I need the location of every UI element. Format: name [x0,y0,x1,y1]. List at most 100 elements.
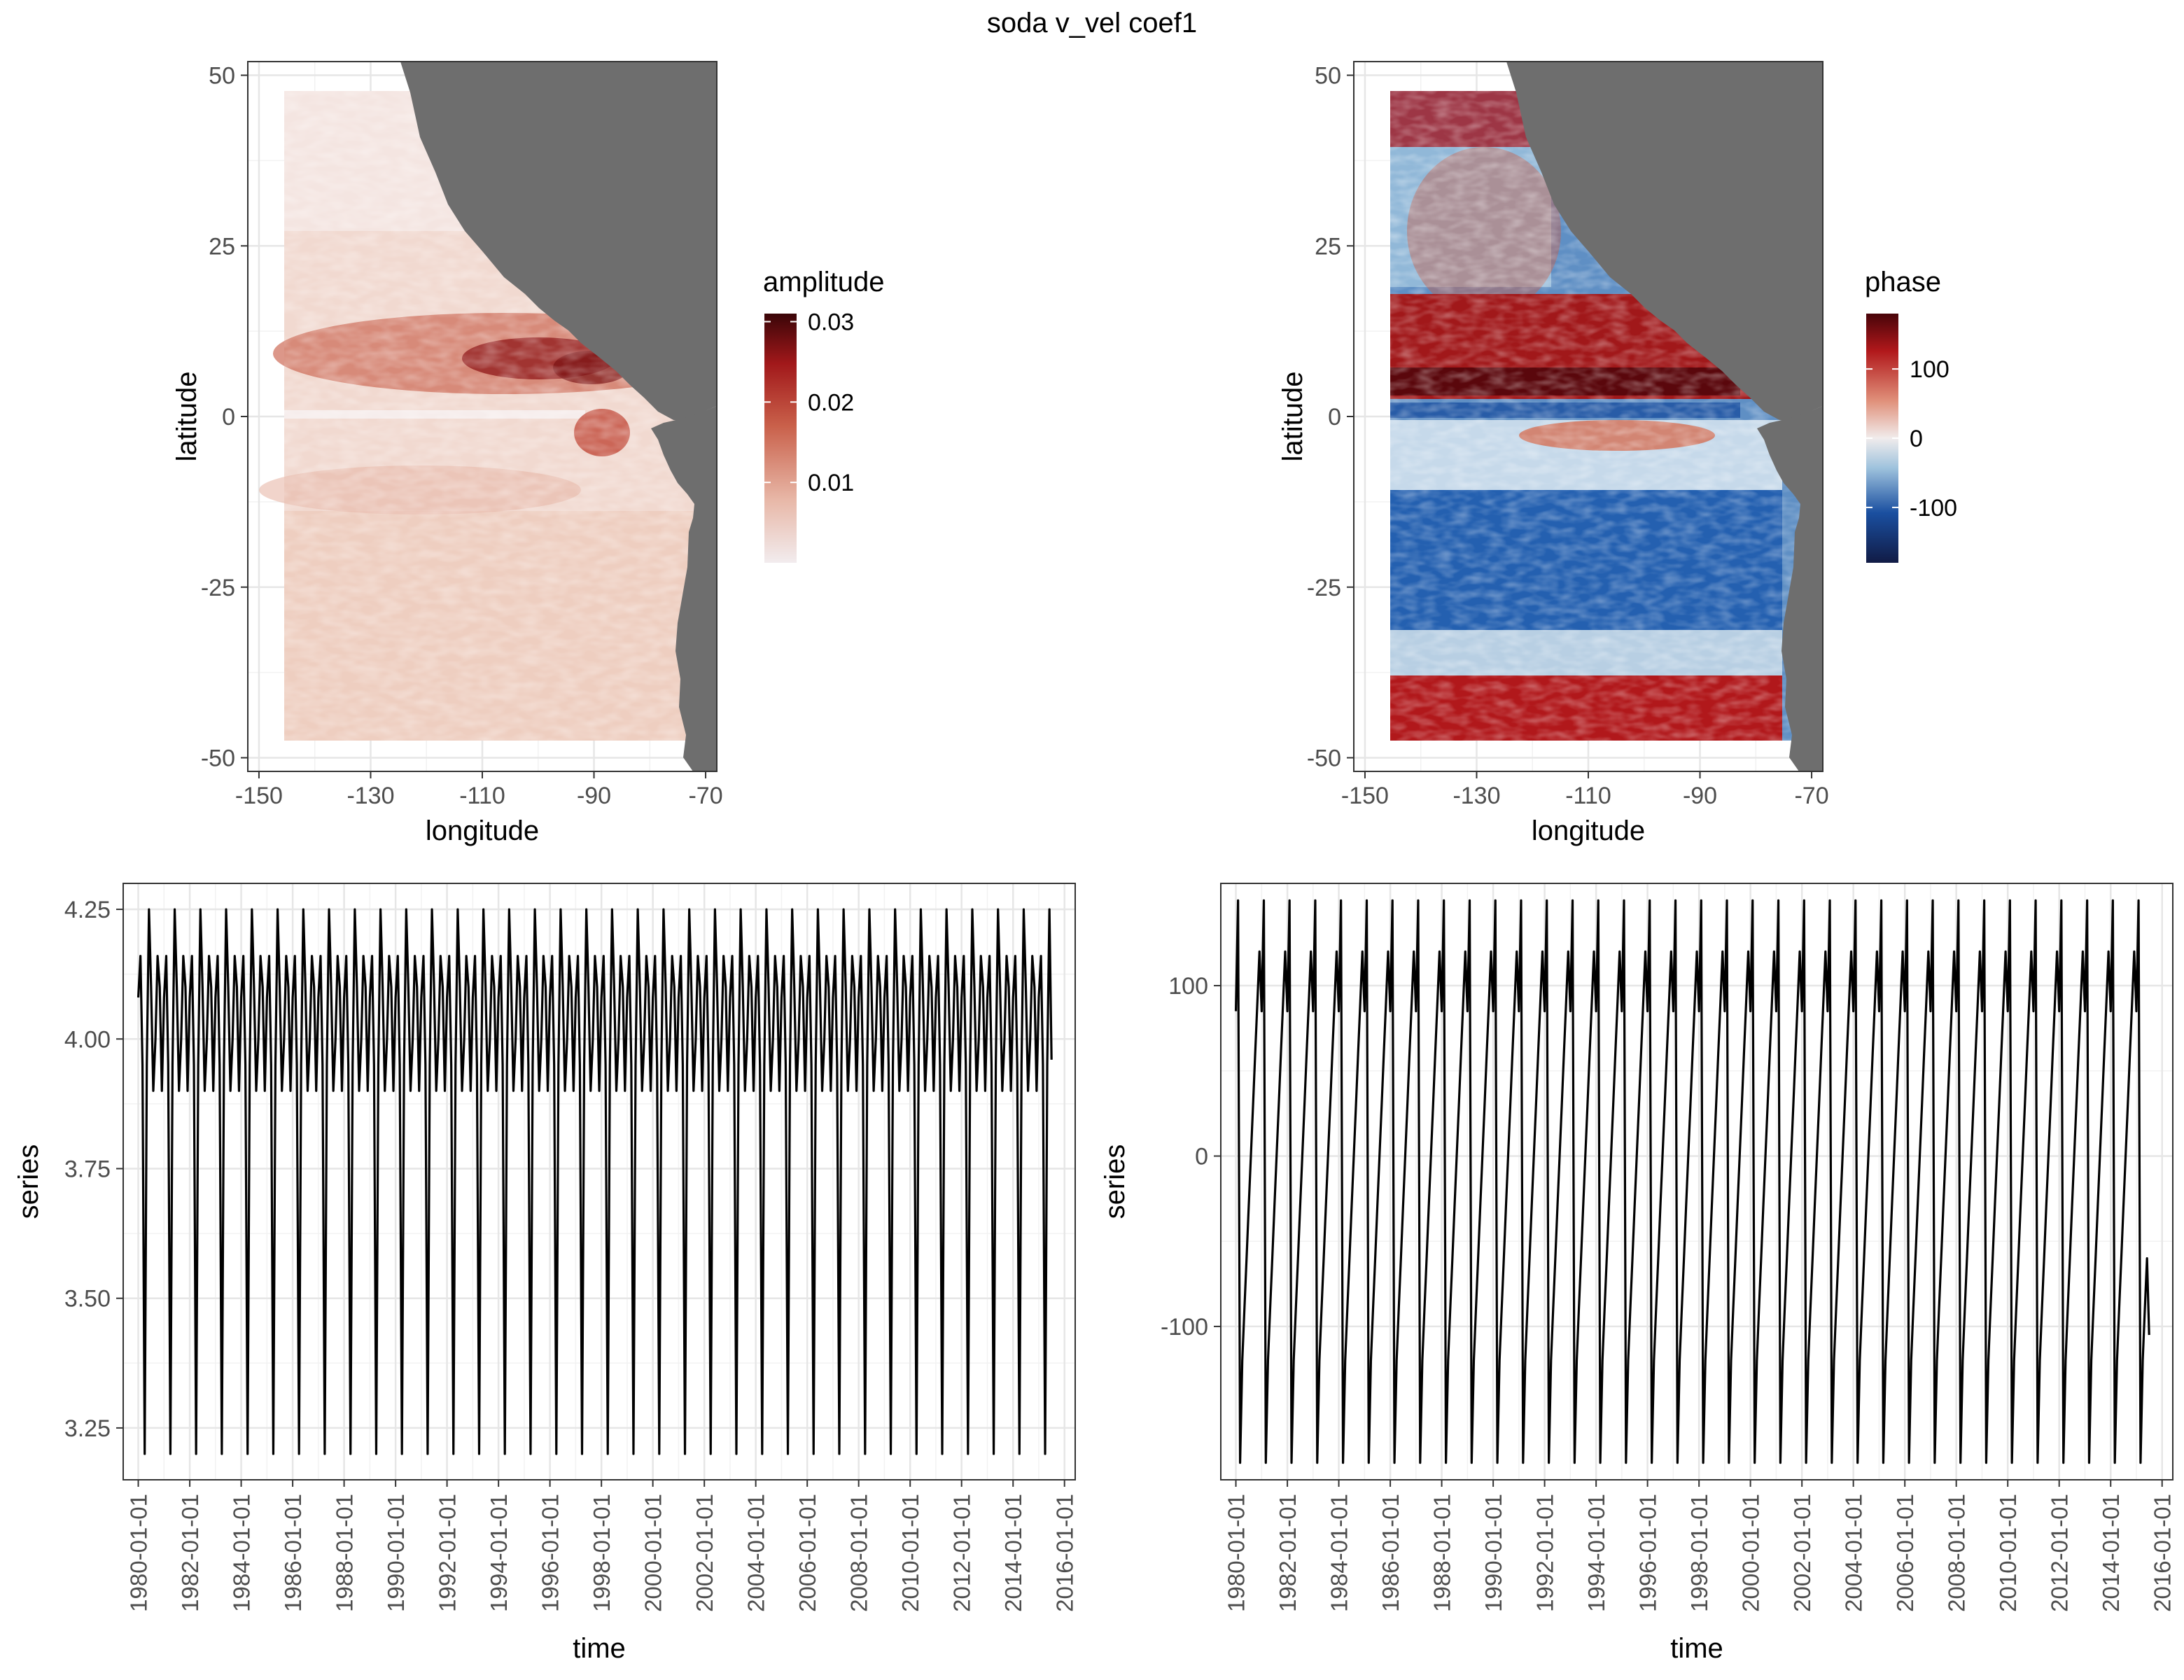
y-tick-label: 0 [222,404,235,430]
x-tick-label: 1982-01-01 [177,1494,203,1612]
x-tick-label: -150 [235,783,283,809]
series-panel-border [1220,883,2174,1480]
y-axis-title: series [13,1144,44,1219]
x-tick-label: 2000-01-01 [1738,1494,1764,1612]
x-tick-label: 2002-01-01 [1789,1494,1815,1612]
x-tick-label: 2014-01-01 [1000,1494,1026,1612]
x-tick-label: 2008-01-01 [1944,1494,1970,1612]
x-tick-label: 1990-01-01 [1480,1494,1506,1612]
x-axis-title: longitude [426,816,539,846]
amplitude-series-panel: 1980-01-01 1982-01-01 1984-01-01 1986-01-01… [13,883,1078,1664]
land-south-america [1757,406,1823,771]
legend-colorbar [764,314,797,563]
x-tick-label: 2008-01-01 [846,1494,872,1612]
y-tick-label: 4.25 [64,897,111,923]
x-tick-label: 1988-01-01 [332,1494,358,1612]
x-tick-label: 2010-01-01 [1995,1494,2021,1612]
y-tick-label: 3.25 [64,1415,111,1442]
y-tick-label: 50 [1315,63,1341,90]
x-tick-label: 1984-01-01 [1326,1494,1352,1612]
series-panel-background [123,883,1075,1480]
y-tick-label: 50 [209,63,235,90]
legend-tick-label: 100 [1910,356,1949,383]
series-panel-border [122,883,1076,1480]
x-tick-label: -70 [688,783,722,809]
x-tick-label: 2014-01-01 [2098,1494,2124,1612]
x-tick-label: 1998-01-01 [589,1494,615,1612]
figure-title: soda v_vel coef1 [987,8,1197,38]
y-tick-label: 0 [1195,1143,1208,1170]
x-tick-label: -110 [1565,783,1611,809]
x-axis-title: time [1670,1633,1723,1664]
series-line [1234,899,2150,1464]
series-axes: 1980-01-01 1982-01-01 1984-01-01 1986-01-01… [1161,973,2176,1612]
x-tick-label: -90 [1683,783,1717,809]
x-tick-label: 1996-01-01 [538,1494,564,1612]
land-north-america [400,62,717,421]
map-axes: -150 -130 -110 -90 -70 -50 -25 0 25 50 [201,63,723,810]
land-mask [400,62,717,771]
legend-tick-label: 0.03 [808,309,854,335]
y-tick-label: 3.75 [64,1156,111,1182]
x-tick-label: 1986-01-01 [280,1494,306,1612]
y-tick-label: -25 [1307,575,1341,601]
x-tick-label: 1992-01-01 [435,1494,461,1612]
x-tick-label: -130 [346,783,394,809]
y-tick-label: 25 [1315,233,1341,260]
land-south-america [651,406,717,771]
y-tick-label: -100 [1161,1314,1208,1340]
series-line [136,908,1053,1455]
legend-tick-label: -100 [1910,495,1957,522]
y-tick-label: 0 [1328,404,1341,430]
x-tick-label: 2006-01-01 [794,1494,820,1612]
x-tick-label: -110 [459,783,505,809]
x-tick-label: 1988-01-01 [1429,1494,1455,1612]
x-tick-label: 2010-01-01 [897,1494,923,1612]
x-tick-label: 2012-01-01 [2047,1494,2073,1612]
legend-title: amplitude [763,267,884,298]
legend-ticks: 0.01 0.02 0.03 [764,309,854,496]
x-tick-label: 2004-01-01 [743,1494,769,1612]
x-tick-label: 2016-01-01 [2150,1494,2176,1612]
x-tick-label: 2006-01-01 [1892,1494,1918,1612]
y-tick-label: 100 [1168,973,1208,1000]
x-tick-label: 1980-01-01 [1224,1494,1250,1612]
x-axis-title: time [573,1633,626,1664]
y-tick-label: -50 [1307,746,1341,772]
amplitude-legend: amplitude 0.01 0.02 0.03 [763,267,884,563]
x-axis-title: longitude [1532,816,1645,846]
legend-tick-label: 0 [1910,426,1923,452]
y-tick-label: 3.50 [64,1286,111,1312]
y-axis-title: latitude [172,372,202,462]
x-tick-label: 1992-01-01 [1532,1494,1558,1612]
x-tick-label: 1996-01-01 [1635,1494,1661,1612]
x-tick-label: 1984-01-01 [229,1494,255,1612]
x-tick-label: 2002-01-01 [692,1494,718,1612]
y-axis-title: latitude [1278,372,1308,462]
map-axes: -150 -130 -110 -90 -70 -50 -25 0 25 50 [1307,63,1829,810]
x-tick-label: 2012-01-01 [949,1494,975,1612]
x-tick-label: 1980-01-01 [126,1494,152,1612]
x-tick-label: -90 [577,783,611,809]
land-mask [1506,62,1823,771]
x-tick-label: 1994-01-01 [1583,1494,1609,1612]
y-axis-title: series [1100,1144,1130,1219]
land-north-america [1506,62,1823,421]
x-tick-label: 1986-01-01 [1378,1494,1404,1612]
legend-ticks: -100 0 100 [1866,356,1957,522]
x-tick-label: 2000-01-01 [640,1494,666,1612]
x-tick-label: -70 [1794,783,1828,809]
legend-tick-label: 0.02 [808,389,854,416]
y-tick-label: 4.00 [64,1026,111,1053]
y-tick-label: 25 [209,233,235,260]
x-tick-label: 1982-01-01 [1275,1494,1301,1612]
x-tick-label: 1998-01-01 [1686,1494,1712,1612]
legend-tick-label: 0.01 [808,470,854,496]
y-tick-label: -25 [201,575,235,601]
phase-field [1390,91,1807,741]
y-tick-label: -50 [201,746,235,772]
phase-series-panel: 1980-01-01 1982-01-01 1984-01-01 1986-01-01… [1100,883,2176,1664]
